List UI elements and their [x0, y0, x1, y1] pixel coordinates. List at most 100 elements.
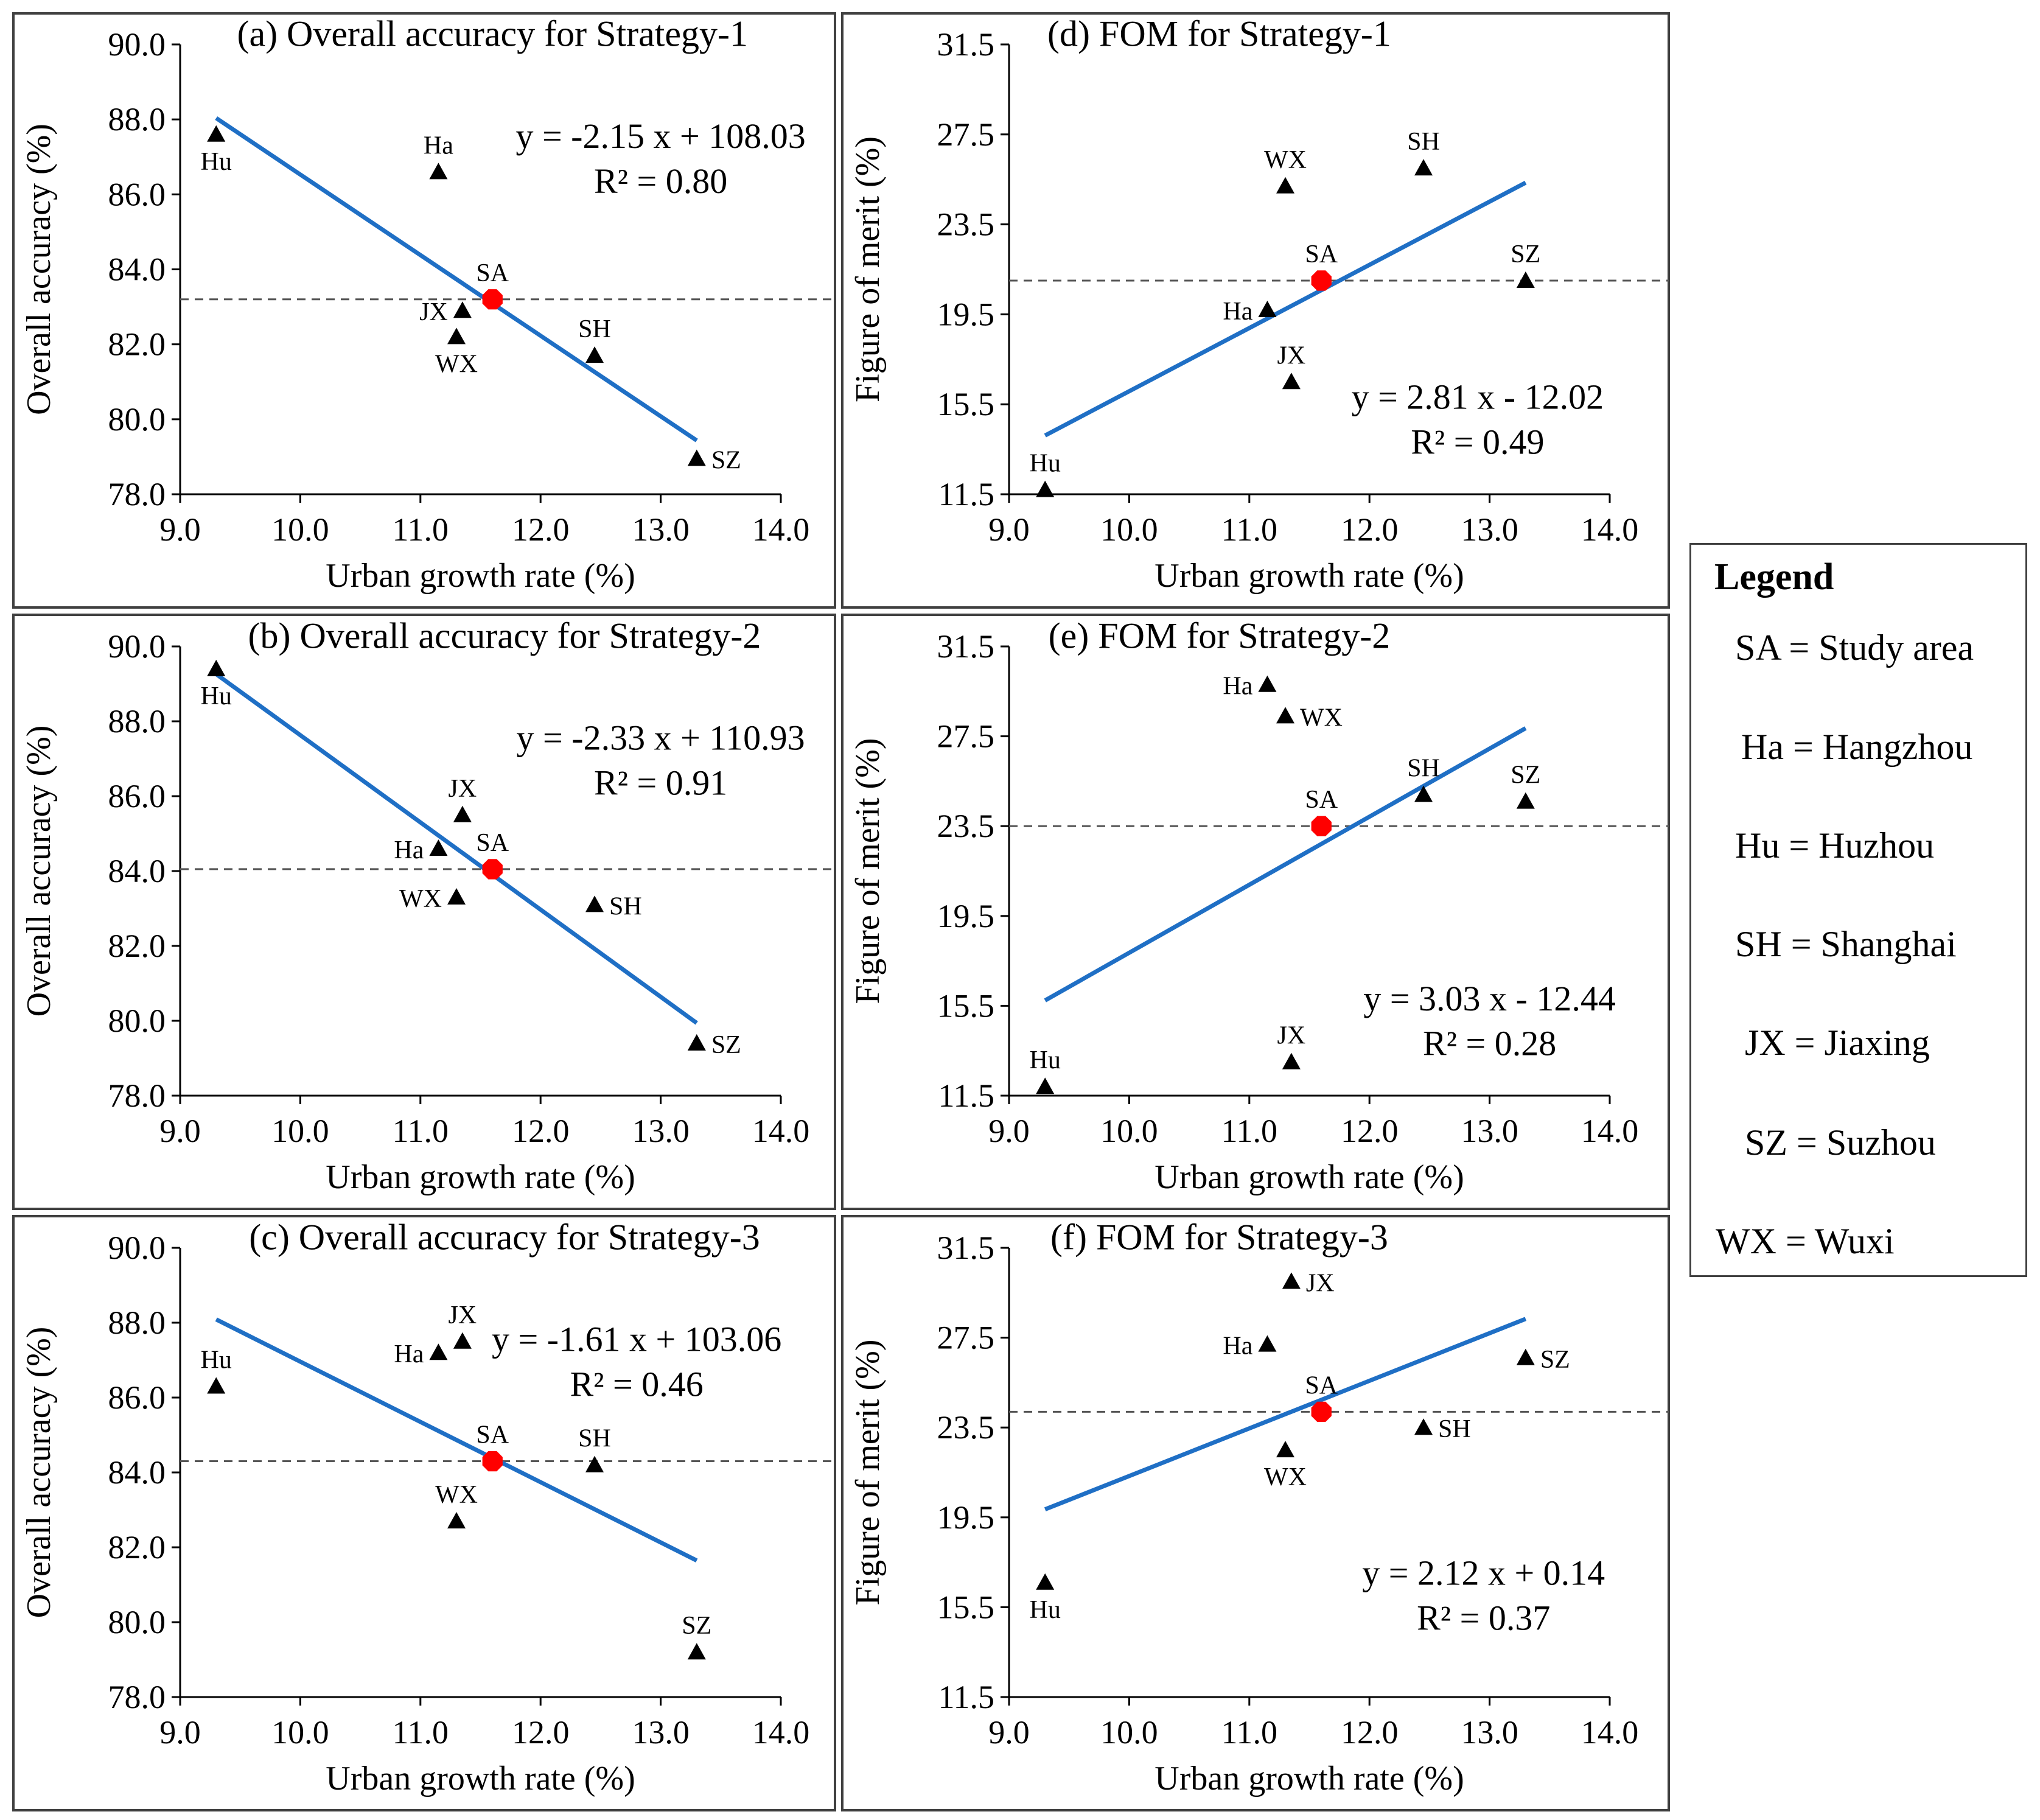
legend-item-wx: WX = Wuxi	[1716, 1221, 1895, 1261]
point-label-sa: SA	[1305, 1371, 1338, 1399]
data-point-hu	[1036, 1077, 1055, 1094]
x-axis-title: Urban growth rate (%)	[326, 1760, 635, 1797]
panel-frame	[841, 1215, 1670, 1811]
x-tick-label: 10.0	[1100, 1714, 1158, 1751]
point-label-wx: WX	[1264, 146, 1307, 174]
study-area-point	[1311, 1401, 1332, 1422]
y-tick-label: 90.0	[108, 1230, 166, 1266]
regression-equation: y = -1.61 x + 103.06	[492, 1320, 781, 1359]
y-tick-label: 80.0	[108, 1003, 166, 1039]
x-tick-label: 9.0	[988, 1113, 1030, 1149]
data-point-sh	[1414, 1418, 1433, 1435]
x-tick-label: 13.0	[632, 1714, 690, 1751]
x-tick-label: 14.0	[1581, 1113, 1639, 1149]
x-tick-label: 14.0	[752, 1714, 810, 1751]
point-label-jx: JX	[1306, 1269, 1335, 1297]
panel-frame	[841, 614, 1670, 1210]
x-tick-label: 12.0	[512, 1113, 570, 1149]
r-squared: R² = 0.28	[1423, 1024, 1556, 1063]
x-tick-label: 14.0	[1581, 1714, 1639, 1751]
data-point-sz	[687, 449, 706, 466]
point-label-jx: JX	[449, 775, 477, 803]
x-axis-title: Urban growth rate (%)	[1154, 557, 1464, 595]
point-label-hu: Hu	[201, 148, 232, 176]
point-label-sz: SZ	[1511, 240, 1540, 268]
legend-title: Legend	[1714, 556, 1834, 598]
panel-frame	[12, 1215, 836, 1811]
y-tick-label: 78.0	[108, 1077, 166, 1114]
data-point-wx	[1276, 707, 1295, 724]
y-tick-label: 84.0	[108, 251, 166, 288]
x-axis-title: Urban growth rate (%)	[1154, 1158, 1464, 1196]
point-label-sh: SH	[578, 315, 611, 343]
point-label-ha: Ha	[1223, 298, 1252, 326]
data-point-jx	[453, 805, 472, 822]
point-label-jx: JX	[419, 298, 448, 326]
study-area-point	[1311, 816, 1332, 836]
point-label-sz: SZ	[1511, 761, 1540, 789]
point-label-sh: SH	[578, 1425, 611, 1453]
y-tick-label: 84.0	[108, 853, 166, 889]
y-tick-label: 31.5	[937, 26, 995, 63]
y-tick-label: 11.5	[938, 1679, 995, 1715]
x-tick-label: 14.0	[1581, 511, 1639, 548]
point-label-wx: WX	[1264, 1463, 1307, 1491]
chart-panel-f: 11.5 15.5 19.5 23.5 27.5 31.5 9.0 10.0 11.0 12.0 1…	[841, 1215, 1670, 1811]
y-tick-label: 82.0	[108, 326, 166, 363]
y-tick-label: 78.0	[108, 1679, 166, 1715]
legend-item-jx: JX = Jiaxing	[1745, 1023, 1930, 1063]
y-tick-label: 90.0	[108, 26, 166, 63]
y-tick-label: 86.0	[108, 176, 166, 212]
data-point-jx	[1282, 1272, 1301, 1289]
legend-item-hu: Hu = Huzhou	[1735, 825, 1935, 866]
trend-line	[215, 116, 698, 443]
x-tick-label: 11.0	[393, 1113, 449, 1149]
point-label-sa: SA	[1305, 786, 1338, 814]
trend-line	[215, 672, 698, 1025]
data-point-sh	[1414, 785, 1433, 802]
point-label-sz: SZ	[711, 1031, 741, 1059]
x-tick-label: 9.0	[159, 511, 201, 548]
r-squared: R² = 0.91	[594, 763, 727, 803]
y-tick-label: 27.5	[937, 1320, 995, 1356]
y-tick-label: 15.5	[937, 1589, 995, 1625]
y-tick-label: 88.0	[108, 1304, 166, 1341]
data-point-ha	[429, 1343, 448, 1360]
legend-item-ha: Ha = Hangzhou	[1741, 727, 1973, 767]
x-tick-label: 14.0	[752, 1113, 810, 1149]
y-tick-label: 11.5	[938, 476, 995, 513]
x-tick-label: 11.0	[1221, 511, 1278, 548]
y-tick-label: 82.0	[108, 1529, 166, 1566]
y-tick-label: 23.5	[937, 808, 995, 844]
y-axis-title: Overall accuracy (%)	[20, 124, 58, 415]
data-point-ha	[1258, 675, 1277, 692]
regression-equation: y = 2.81 x - 12.02	[1352, 377, 1604, 417]
x-tick-label: 11.0	[393, 1714, 449, 1751]
legend: Legend SA = Study area Ha = Hangzhou Hu …	[1689, 543, 2027, 1277]
x-tick-label: 13.0	[632, 511, 690, 548]
x-tick-label: 12.0	[1341, 1714, 1399, 1751]
point-label-wx: WX	[435, 350, 478, 378]
legend-item-sh: SH = Shanghai	[1735, 924, 1957, 964]
data-point-sh	[1414, 159, 1433, 176]
y-tick-label: 80.0	[108, 1604, 166, 1640]
regression-equation: y = 3.03 x - 12.44	[1363, 979, 1616, 1018]
point-label-hu: Hu	[1030, 1046, 1061, 1074]
y-axis-title: Overall accuracy (%)	[20, 726, 58, 1017]
y-axis-title: Overall accuracy (%)	[20, 1327, 58, 1619]
point-label-sz: SZ	[711, 446, 741, 474]
panel-frame	[12, 614, 836, 1210]
chart-panel-a: 78.0 80.0 82.0 84.0 86.0 88.0 90.0 9.0 10.0 11.0 1…	[12, 12, 836, 609]
study-area-point	[482, 289, 503, 310]
data-point-sz	[687, 1643, 706, 1660]
data-point-sh	[585, 346, 604, 363]
data-point-jx	[1282, 1052, 1301, 1069]
x-tick-label: 10.0	[1100, 511, 1158, 548]
point-label-sa: SA	[476, 259, 509, 287]
y-tick-label: 88.0	[108, 101, 166, 138]
data-point-wx	[447, 1511, 466, 1528]
point-label-hu: Hu	[201, 682, 232, 710]
point-label-hu: Hu	[1030, 1596, 1061, 1624]
x-tick-label: 13.0	[1461, 511, 1518, 548]
